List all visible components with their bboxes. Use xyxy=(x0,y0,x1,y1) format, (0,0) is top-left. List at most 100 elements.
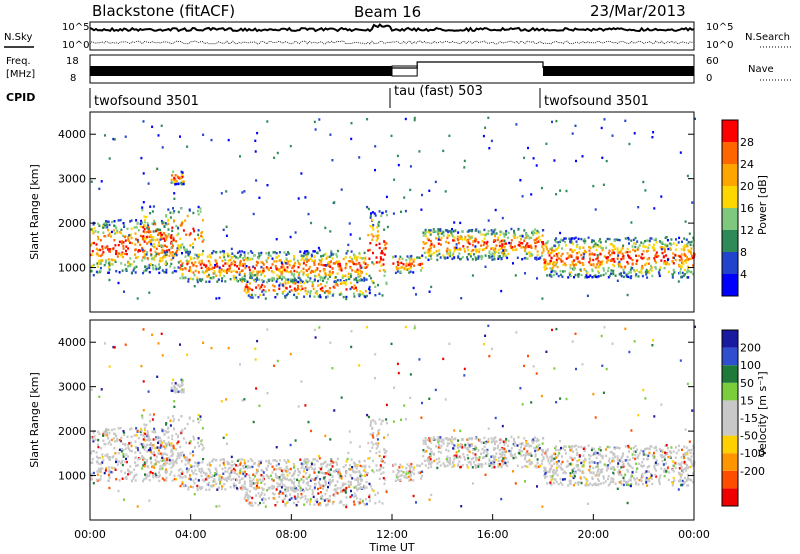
velocity-cell xyxy=(332,470,335,473)
power-cell xyxy=(534,257,537,260)
velocity-cell xyxy=(143,423,146,426)
velocity-cell xyxy=(244,475,247,478)
power-cell xyxy=(155,267,158,271)
power-cell xyxy=(682,260,685,264)
power-cell xyxy=(256,261,259,264)
power-cell xyxy=(247,294,250,297)
power-cell xyxy=(541,251,544,255)
velocity-cell xyxy=(99,447,102,450)
power-cell xyxy=(562,239,565,242)
velocity-cell xyxy=(502,463,505,466)
power-cell xyxy=(505,229,508,233)
velocity-cell xyxy=(417,471,420,474)
power-cell xyxy=(581,155,584,158)
velocity-cell xyxy=(377,430,380,433)
power-cell xyxy=(581,262,584,265)
velocity-cell xyxy=(682,482,685,485)
power-cell xyxy=(128,264,131,268)
velocity-cell xyxy=(145,443,148,447)
power-cell xyxy=(300,172,303,175)
power-cell xyxy=(497,236,500,239)
power-cell xyxy=(191,242,194,245)
velocity-cell xyxy=(225,477,228,480)
power-cell xyxy=(687,248,690,252)
velocity-cell xyxy=(91,458,94,461)
velocity-cell xyxy=(542,455,545,459)
velocity-cell xyxy=(568,462,571,466)
power-cell xyxy=(560,238,562,242)
power-cell xyxy=(430,285,433,289)
velocity-cell xyxy=(429,447,432,451)
power-cell xyxy=(213,270,216,273)
velocity-cell xyxy=(102,459,105,462)
power-cell xyxy=(687,276,690,279)
velocity-cell xyxy=(413,466,416,469)
velocity-cell xyxy=(371,488,374,491)
velocity-cell xyxy=(244,495,247,499)
velocity-cell xyxy=(582,454,585,457)
power-cell xyxy=(357,269,360,272)
velocity-cell xyxy=(247,460,250,463)
velocity-cell xyxy=(483,449,486,452)
power-cell xyxy=(655,255,658,258)
power-cell xyxy=(303,295,306,298)
velocity-cell xyxy=(359,478,362,481)
power-cell xyxy=(254,273,257,277)
velocity-cell xyxy=(631,471,634,474)
velocity-cell xyxy=(448,437,451,441)
velocity-cell xyxy=(183,484,186,488)
power-cell xyxy=(593,239,595,243)
velocity-cell xyxy=(538,447,541,450)
power-cell xyxy=(249,271,251,275)
velocity-cell xyxy=(536,439,538,443)
velocity-cell xyxy=(439,464,442,467)
power-cell xyxy=(319,294,321,297)
velocity-cell xyxy=(371,419,374,422)
velocity-cell xyxy=(175,458,178,461)
velocity-cell xyxy=(626,458,629,462)
velocity-cell xyxy=(398,470,401,473)
power-cell xyxy=(537,231,540,234)
power-cell xyxy=(305,250,308,253)
velocity-cell xyxy=(464,458,466,461)
power-cell xyxy=(336,249,339,253)
power-cell xyxy=(161,259,164,262)
power-cell xyxy=(353,295,356,298)
velocity-cell xyxy=(221,487,223,491)
power-cell xyxy=(259,270,262,273)
power-cell xyxy=(638,254,641,257)
power-cell xyxy=(514,274,517,277)
velocity-cell xyxy=(192,454,195,457)
velocity-cell xyxy=(289,486,292,489)
power-cell xyxy=(317,246,320,250)
velocity-cell xyxy=(154,431,157,434)
velocity-cell xyxy=(530,460,533,464)
power-cell xyxy=(149,249,152,252)
power-cell xyxy=(467,241,470,244)
power-cell xyxy=(376,235,379,238)
power-cell xyxy=(513,232,516,235)
power-cell xyxy=(170,240,173,244)
velocity-cell xyxy=(146,430,149,433)
power-cell xyxy=(322,254,325,257)
velocity-cell xyxy=(299,458,302,461)
power-cell xyxy=(394,255,397,258)
power-cell xyxy=(246,280,249,283)
power-cell xyxy=(192,211,195,215)
power-cell xyxy=(359,274,362,278)
velocity-cell xyxy=(466,448,469,451)
power-cell xyxy=(345,252,348,255)
power-cell xyxy=(642,242,645,245)
velocity-cell xyxy=(124,460,127,464)
power-cell xyxy=(684,220,687,223)
power-cell xyxy=(196,257,199,260)
power-cell xyxy=(280,266,283,269)
power-cell xyxy=(204,265,207,268)
velocity-cell xyxy=(114,452,117,455)
velocity-cell xyxy=(148,479,151,482)
velocity-cell xyxy=(363,485,366,488)
power-cell xyxy=(355,259,358,262)
power-cell xyxy=(426,230,429,234)
velocity-cell xyxy=(622,483,625,487)
power-cell xyxy=(154,223,157,226)
